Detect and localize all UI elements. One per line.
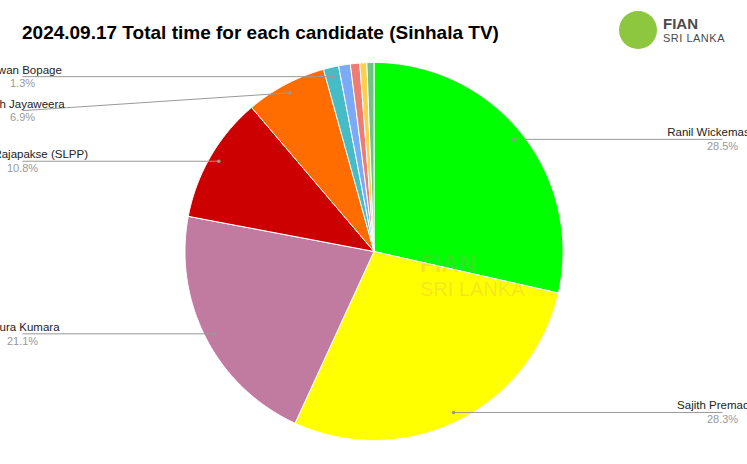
svg-text:Sajith Premadasa: Sajith Premadasa xyxy=(677,399,747,411)
html-text:SRI LANKA: SRI LANKA xyxy=(420,278,525,300)
html-text:2024.09.17 Total time for each: 2024.09.17 Total time for each candidate… xyxy=(22,22,499,43)
svg-text:28.5%: 28.5% xyxy=(707,140,738,152)
svg-text:Ranil Wickemasinghe: Ranil Wickemasinghe xyxy=(667,126,747,138)
svg-text:28.3%: 28.3% xyxy=(707,413,738,425)
svg-text:10.8%: 10.8% xyxy=(7,162,38,174)
svg-text:6.9%: 6.9% xyxy=(10,111,35,123)
svg-text:Namal Rajapakse (SLPP): Namal Rajapakse (SLPP) xyxy=(0,148,88,160)
svg-text:Dilith Jayaweera: Dilith Jayaweera xyxy=(0,98,65,110)
html-text:SRI LANKA: SRI LANKA xyxy=(663,32,725,44)
svg-text:Anura Kumara: Anura Kumara xyxy=(0,321,60,333)
svg-text:1.3%: 1.3% xyxy=(10,77,35,89)
html-text:FIAN: FIAN xyxy=(663,15,698,32)
svg-text:Nuwan Bopage: Nuwan Bopage xyxy=(0,64,62,76)
html-text:FIAN: FIAN xyxy=(420,250,476,277)
svg-text:21.1%: 21.1% xyxy=(7,335,38,347)
